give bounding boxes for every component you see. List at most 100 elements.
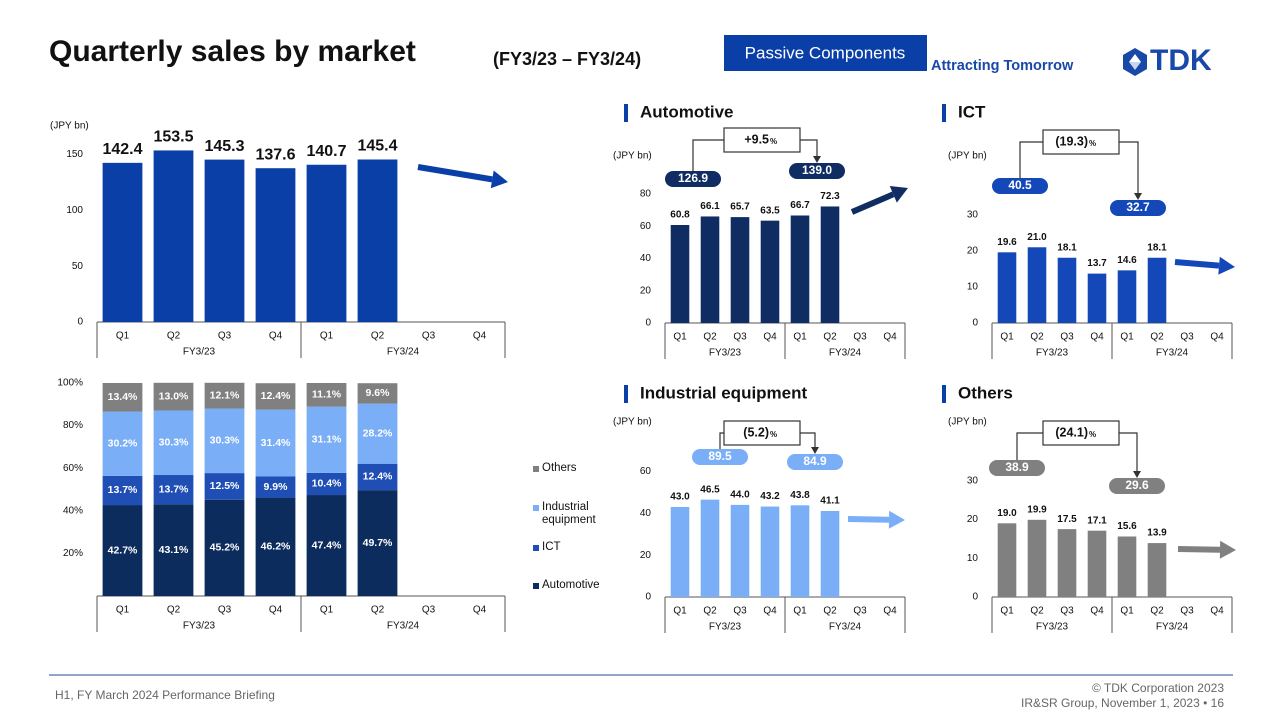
segment-label: 49.7% <box>363 537 393 549</box>
logo: TDK <box>1150 44 1212 77</box>
x-tick-label: Q1 <box>320 605 334 616</box>
segment-label: 47.4% <box>312 539 342 551</box>
bar <box>700 216 720 323</box>
change-value: (24.1) <box>1055 425 1088 439</box>
value-label: 15.6 <box>1117 521 1137 532</box>
legend-swatch <box>533 545 539 551</box>
trend-arrow-head <box>490 170 508 189</box>
x-tick-label: Q2 <box>167 331 181 342</box>
section-marker <box>942 104 946 122</box>
segment-label: 28.2% <box>363 427 393 439</box>
group-label: FY3/23 <box>183 621 216 632</box>
bar <box>357 159 398 322</box>
unit-label: (JPY bn) <box>948 151 987 162</box>
x-tick-label: Q2 <box>167 605 181 616</box>
bar <box>790 505 810 597</box>
unit-label: (JPY bn) <box>613 417 652 428</box>
x-tick-label: Q4 <box>883 606 897 617</box>
y-tick-label: 20 <box>640 550 652 561</box>
x-tick-label: Q4 <box>1210 606 1224 617</box>
value-label: 19.6 <box>997 237 1017 248</box>
change-unit: % <box>1089 139 1096 148</box>
x-tick-label: Q2 <box>1030 332 1044 343</box>
x-tick-label: Q1 <box>673 332 687 343</box>
y-tick-label: 30 <box>967 475 979 486</box>
bar-segment <box>306 495 347 596</box>
bar <box>1027 519 1047 597</box>
badge: Passive Components <box>745 43 906 62</box>
value-label: 13.9 <box>1147 528 1167 539</box>
bar <box>1087 273 1107 323</box>
total-label: 89.5 <box>708 449 732 463</box>
legend-swatch <box>533 583 539 589</box>
y-tick-label: 0 <box>645 592 651 603</box>
segment-label: 10.4% <box>312 478 342 490</box>
bar-segment <box>204 382 245 409</box>
x-tick-label: Q4 <box>763 606 777 617</box>
unit-label: (JPY bn) <box>50 121 89 132</box>
value-label: 145.3 <box>204 138 244 155</box>
x-tick-label: Q2 <box>371 331 385 342</box>
footer-group: IR&SR Group, November 1, 2023 • 16 <box>1021 696 1224 710</box>
badge-box <box>724 35 927 71</box>
trend-arrow <box>417 164 493 183</box>
x-tick-label: Q1 <box>1120 332 1134 343</box>
value-label: 65.7 <box>730 202 750 213</box>
total-pill <box>992 178 1048 194</box>
change-value: (19.3) <box>1055 134 1088 148</box>
bar-segment <box>153 475 194 505</box>
bar <box>670 225 690 323</box>
value-label: 18.1 <box>1147 242 1167 253</box>
bar-segment <box>255 409 296 477</box>
legend-label: Others <box>542 462 577 474</box>
section-marker <box>624 385 628 403</box>
bar-segment <box>357 463 398 491</box>
total-label: 29.6 <box>1125 478 1149 492</box>
bar <box>102 162 143 322</box>
y-tick-label: 10 <box>967 553 979 564</box>
y-tick-label: 20 <box>640 285 652 296</box>
y-tick-label: 80% <box>63 420 83 431</box>
x-tick-label: Q3 <box>853 606 867 617</box>
x-tick-label: Q1 <box>793 332 807 343</box>
total-pill <box>1110 200 1166 216</box>
y-tick-label: 0 <box>972 592 978 603</box>
value-label: 153.5 <box>153 129 193 146</box>
x-tick-label: Q2 <box>823 606 837 617</box>
group-label: FY3/24 <box>387 621 420 632</box>
bar-segment <box>306 383 347 407</box>
bar-segment <box>204 499 245 596</box>
x-tick-label: Q4 <box>473 331 487 342</box>
value-label: 142.4 <box>102 141 142 158</box>
total-label: 84.9 <box>803 454 827 468</box>
x-tick-label: Q3 <box>422 331 436 342</box>
segment-label: 30.2% <box>108 437 138 449</box>
bar-segment <box>357 490 398 596</box>
group-label: FY3/24 <box>829 622 862 633</box>
bar-segment <box>357 383 398 404</box>
y-tick-label: 100 <box>66 205 83 216</box>
bar-segment <box>102 505 143 596</box>
y-tick-label: 40 <box>640 508 652 519</box>
segment-label: 9.6% <box>366 387 391 399</box>
y-tick-label: 100% <box>57 378 83 389</box>
change-unit: % <box>770 430 777 439</box>
bar-segment <box>357 403 398 464</box>
total-pill <box>787 454 843 470</box>
value-label: 43.8 <box>790 490 810 501</box>
bar-segment <box>255 497 296 596</box>
bar <box>730 504 750 597</box>
bar-segment <box>102 411 143 476</box>
segment-label: 30.3% <box>159 437 189 449</box>
change-box <box>723 420 801 446</box>
total-pill <box>1109 478 1165 494</box>
value-label: 145.4 <box>357 138 397 155</box>
segment-label: 31.1% <box>312 434 342 446</box>
title: Quarterly sales by market <box>49 35 416 68</box>
connector <box>1119 432 1138 472</box>
legend-swatch <box>533 466 539 472</box>
segment-label: 13.7% <box>159 483 189 495</box>
segment-label: 9.9% <box>264 481 289 493</box>
bar <box>306 164 347 322</box>
value-label: 13.7 <box>1087 258 1107 269</box>
